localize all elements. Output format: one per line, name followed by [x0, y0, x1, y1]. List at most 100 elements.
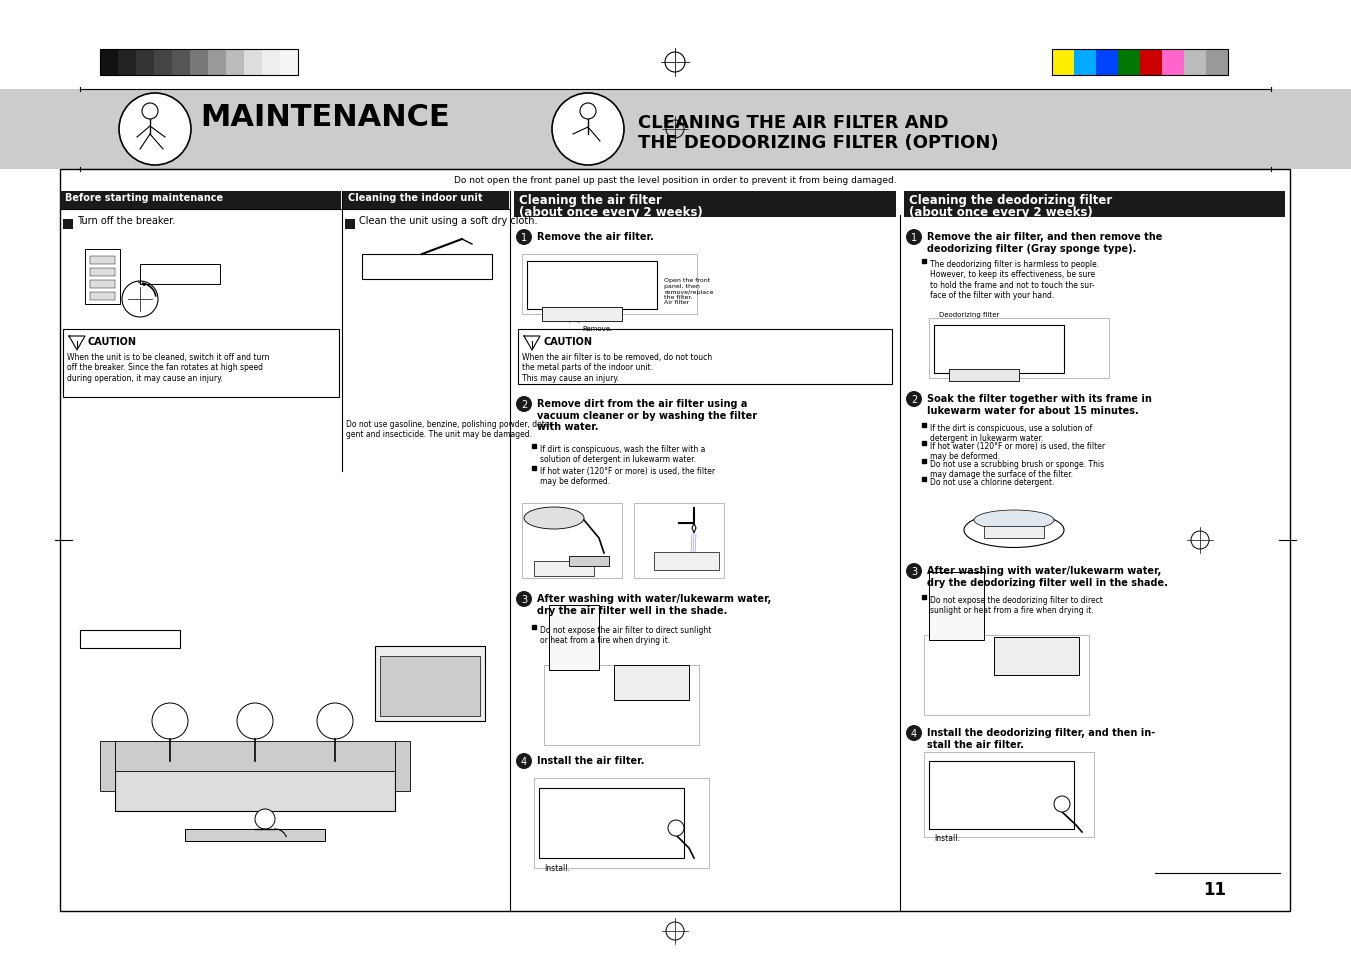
- Text: Soak the filter together with its frame in
lukewarm water for about 15 minutes.: Soak the filter together with its frame …: [927, 394, 1152, 416]
- Bar: [190, 50, 208, 76]
- Bar: [394, 741, 409, 791]
- Bar: [1162, 50, 1183, 76]
- Bar: [154, 50, 172, 76]
- Text: Do not use a scrubbing brush or sponge. This
may damage the surface of the filte: Do not use a scrubbing brush or sponge. …: [929, 459, 1104, 479]
- Bar: [521, 254, 697, 314]
- Text: If the dirt is conspicuous, use a solution of
detergent in lukewarm water.: If the dirt is conspicuous, use a soluti…: [929, 423, 1092, 443]
- Bar: [613, 665, 689, 700]
- Bar: [141, 265, 220, 285]
- Text: 1: 1: [521, 233, 527, 243]
- Circle shape: [236, 703, 273, 740]
- Bar: [80, 630, 180, 648]
- Text: 2: 2: [911, 395, 917, 405]
- Bar: [185, 829, 326, 841]
- Bar: [59, 170, 1290, 911]
- Bar: [208, 50, 226, 76]
- Bar: [376, 646, 485, 721]
- Text: Cleaning the air filter: Cleaning the air filter: [519, 193, 662, 207]
- Text: CAUTION: CAUTION: [88, 336, 136, 347]
- Bar: [994, 638, 1079, 676]
- Text: Do not use a chlorine detergent.: Do not use a chlorine detergent.: [929, 477, 1054, 486]
- Bar: [91, 256, 115, 265]
- Text: The deodorizing filter is harmless to people.
However, to keep its effectiveness: The deodorizing filter is harmless to pe…: [929, 260, 1100, 300]
- Text: Remove.: Remove.: [582, 326, 612, 332]
- Circle shape: [553, 94, 624, 166]
- Text: Remove dirt from the air filter using a
vacuum cleaner or by washing the filter
: Remove dirt from the air filter using a …: [536, 398, 757, 432]
- Text: 3: 3: [911, 566, 917, 577]
- Bar: [1183, 50, 1206, 76]
- Bar: [362, 254, 492, 280]
- Circle shape: [516, 396, 532, 413]
- Text: (about once every 2 weeks): (about once every 2 weeks): [519, 206, 703, 219]
- Bar: [380, 657, 480, 717]
- Circle shape: [907, 725, 921, 741]
- Text: 4: 4: [521, 757, 527, 766]
- Text: Install the air filter.: Install the air filter.: [536, 755, 644, 765]
- Text: Do not open the front panel up past the level position in order to prevent it fr: Do not open the front panel up past the …: [454, 175, 896, 185]
- Text: If hot water (120°F or more) is used, the filter
may be deformed.: If hot water (120°F or more) is used, th…: [540, 467, 715, 486]
- Bar: [549, 605, 598, 670]
- Bar: [1206, 50, 1228, 76]
- Text: Clean the unit using a soft dry cloth.: Clean the unit using a soft dry cloth.: [359, 215, 538, 226]
- Bar: [929, 761, 1074, 829]
- Bar: [100, 50, 118, 76]
- Bar: [59, 192, 340, 210]
- Bar: [85, 250, 120, 305]
- Bar: [924, 636, 1089, 716]
- Ellipse shape: [524, 507, 584, 530]
- Circle shape: [907, 392, 921, 408]
- Bar: [1052, 50, 1074, 76]
- Bar: [63, 330, 339, 397]
- Bar: [1052, 50, 1228, 76]
- Bar: [280, 50, 299, 76]
- Text: Install.: Install.: [934, 833, 959, 842]
- Bar: [527, 262, 657, 310]
- Text: Before starting maintenance: Before starting maintenance: [65, 193, 223, 203]
- Text: Cleaning the deodorizing filter: Cleaning the deodorizing filter: [909, 193, 1112, 207]
- Circle shape: [907, 230, 921, 246]
- Circle shape: [255, 809, 276, 829]
- Circle shape: [119, 94, 190, 166]
- Bar: [115, 761, 394, 811]
- Bar: [226, 50, 245, 76]
- Bar: [929, 318, 1109, 378]
- Bar: [63, 220, 73, 230]
- Circle shape: [153, 703, 188, 740]
- Text: After washing with water/lukewarm water,
dry the deodorizing filter well in the : After washing with water/lukewarm water,…: [927, 565, 1167, 587]
- Text: THE DEODORIZING FILTER (OPTION): THE DEODORIZING FILTER (OPTION): [638, 133, 998, 152]
- Circle shape: [667, 821, 684, 836]
- Bar: [521, 503, 621, 578]
- Bar: [544, 665, 698, 745]
- Circle shape: [516, 753, 532, 769]
- Text: Do not expose the deodorizing filter to direct
sunlight or heat from a fire when: Do not expose the deodorizing filter to …: [929, 596, 1102, 615]
- Bar: [534, 561, 594, 577]
- Text: MAINTENANCE: MAINTENANCE: [200, 102, 450, 132]
- Bar: [1140, 50, 1162, 76]
- Bar: [634, 503, 724, 578]
- Bar: [539, 788, 684, 858]
- Text: Do not expose the air filter to direct sunlight
or heat from a fire when drying : Do not expose the air filter to direct s…: [540, 625, 712, 645]
- Circle shape: [516, 592, 532, 607]
- Bar: [542, 308, 621, 322]
- Text: 2: 2: [521, 399, 527, 410]
- Bar: [91, 293, 115, 301]
- Text: Turn off the breaker.: Turn off the breaker.: [77, 215, 176, 226]
- Bar: [100, 741, 115, 791]
- Bar: [65, 592, 505, 901]
- Bar: [513, 192, 896, 218]
- Bar: [245, 50, 262, 76]
- Text: Install.: Install.: [544, 863, 570, 872]
- Bar: [343, 192, 509, 210]
- Bar: [172, 50, 190, 76]
- Text: 4: 4: [911, 728, 917, 739]
- Text: When the unit is to be cleaned, switch it off and turn
off the breaker. Since th: When the unit is to be cleaned, switch i…: [68, 353, 269, 382]
- Text: Open the front
panel, then
remove/replace
the filter.: Open the front panel, then remove/replac…: [663, 277, 713, 300]
- Bar: [924, 752, 1094, 837]
- Text: Remove the air filter, and then remove the
deodorizing filter (Gray sponge type): Remove the air filter, and then remove t…: [927, 232, 1162, 253]
- Text: 1: 1: [911, 233, 917, 243]
- Bar: [91, 281, 115, 289]
- Bar: [262, 50, 280, 76]
- Circle shape: [516, 230, 532, 246]
- Text: 3: 3: [521, 595, 527, 604]
- Bar: [929, 573, 984, 640]
